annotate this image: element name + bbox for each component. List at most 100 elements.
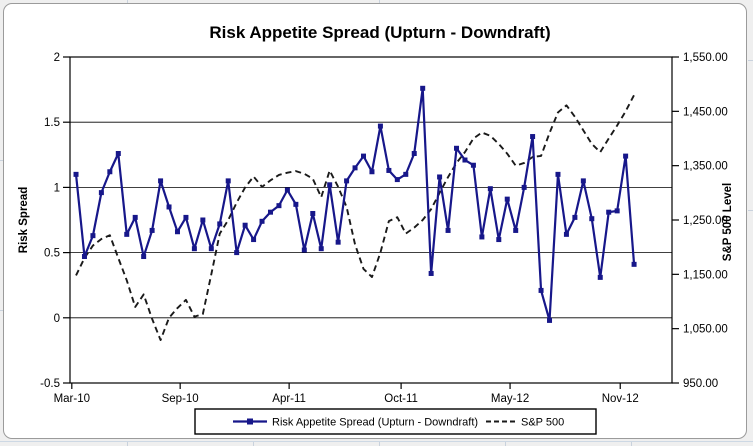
- risk-spread-marker: [115, 150, 121, 156]
- right-axis-title: S&P 500 Level: [722, 183, 734, 261]
- x-tick-label: Sep-10: [162, 393, 199, 405]
- risk-spread-marker: [361, 153, 367, 159]
- x-tick-label: Apr-11: [272, 393, 306, 405]
- y-left-tick-label: 2: [54, 52, 60, 64]
- risk-spread-marker: [217, 221, 223, 227]
- risk-spread-marker: [81, 254, 87, 260]
- risk-spread-marker: [310, 210, 316, 216]
- risk-spread-marker: [158, 178, 164, 184]
- risk-spread-marker: [420, 85, 426, 91]
- y-left-tick-label: 0: [54, 313, 60, 325]
- risk-spread-marker: [606, 209, 612, 215]
- risk-spread-marker: [141, 254, 147, 260]
- risk-spread-marker: [234, 250, 240, 256]
- legend: Risk Appetite Spread (Upturn - Downdraft…: [194, 408, 597, 435]
- x-tick-label: Oct-11: [384, 393, 418, 405]
- y-left-tick-label: 1.5: [44, 117, 60, 129]
- risk-spread-marker: [267, 209, 273, 215]
- risk-spread-marker: [513, 227, 519, 233]
- risk-spread-marker: [479, 234, 485, 240]
- risk-spread-marker: [555, 171, 561, 177]
- risk-spread-marker: [462, 157, 468, 163]
- sheet-cell-gridline: [748, 60, 753, 61]
- sp500-series-line: [75, 94, 635, 342]
- risk-spread-marker: [166, 204, 172, 210]
- risk-spread-marker: [132, 214, 138, 220]
- risk-spread-marker: [403, 171, 409, 177]
- risk-spread-marker: [589, 216, 595, 222]
- plot-border: [69, 56, 673, 384]
- risk-spread-marker: [335, 239, 341, 245]
- risk-spread-marker: [225, 178, 231, 184]
- chart-area: [3, 3, 747, 439]
- y-left-tick-label: -0.5: [40, 378, 60, 390]
- risk-spread-marker: [530, 134, 536, 140]
- risk-spread-marker: [73, 171, 79, 177]
- left-axis-title: Risk Spread: [18, 187, 30, 253]
- risk-spread-marker: [445, 227, 451, 233]
- risk-spread-marker: [614, 208, 620, 214]
- y-right-tick-label: 1,550.00: [683, 52, 728, 64]
- risk-spread-marker: [191, 246, 197, 252]
- risk-spread-marker: [623, 153, 629, 159]
- risk-spread-marker: [284, 187, 290, 193]
- risk-spread-marker: [580, 178, 586, 184]
- sheet-cell-gridline: [127, 442, 128, 446]
- risk-spread-marker: [344, 178, 350, 184]
- risk-spread-marker: [318, 246, 324, 252]
- risk-spread-marker: [377, 123, 383, 129]
- risk-spread-marker: [276, 203, 282, 209]
- risk-spread-marker: [386, 167, 392, 173]
- risk-spread-marker: [369, 169, 375, 175]
- sheet-cell-gridline: [505, 442, 506, 446]
- y-right-tick-label: 950.00: [683, 378, 718, 390]
- risk-spread-marker: [521, 184, 527, 190]
- risk-spread-marker: [454, 145, 460, 151]
- risk-spread-marker: [242, 222, 248, 228]
- risk-spread-marker: [428, 270, 434, 276]
- sheet-cell-gridline: [379, 442, 380, 446]
- risk-spread-marker: [208, 246, 214, 252]
- risk-spread-marker: [631, 261, 637, 267]
- risk-spread-marker: [470, 162, 476, 168]
- risk-spread-marker: [259, 218, 265, 224]
- risk-spread-marker: [98, 190, 104, 196]
- sheet-cell-gridline: [0, 160, 3, 161]
- risk-spread-marker: [352, 165, 358, 171]
- risk-spread-marker: [90, 233, 96, 239]
- legend-series2-label: S&P 500: [521, 417, 564, 429]
- sheet-cell-gridline: [631, 442, 632, 446]
- risk-spread-marker: [327, 182, 333, 188]
- y-right-tick-label: 1,250.00: [683, 215, 728, 227]
- risk-spread-marker: [394, 177, 400, 183]
- risk-spread-marker: [149, 227, 155, 233]
- chart-title: Risk Appetite Spread (Upturn - Downdraft…: [209, 23, 550, 42]
- y-left-tick-label: 1: [54, 182, 60, 194]
- risk-spread-marker: [563, 231, 569, 237]
- risk-spread-marker: [597, 274, 603, 280]
- risk-spread-marker: [487, 186, 493, 192]
- legend-series1-label: Risk Appetite Spread (Upturn - Downdraft…: [272, 417, 478, 429]
- sheet-cell-gridline: [127, 0, 128, 3]
- risk-spread-marker: [124, 231, 130, 237]
- sheet-cell-gridline: [253, 442, 254, 446]
- sheet-cell-gridline: [0, 310, 3, 311]
- risk-spread-marker: [183, 214, 189, 220]
- sheet-cell-gridline: [379, 0, 380, 3]
- risk-spread-marker: [107, 169, 113, 175]
- risk-spread-marker: [496, 237, 502, 243]
- y-right-tick-label: 1,450.00: [683, 106, 728, 118]
- legend-series1-marker-sample: [247, 418, 253, 425]
- sheet-cell-gridline: [748, 210, 753, 211]
- y-right-tick-label: 1,050.00: [683, 324, 728, 336]
- risk-spread-marker: [547, 317, 553, 323]
- risk-spread-marker: [293, 201, 299, 207]
- risk-spread-marker: [301, 247, 307, 253]
- risk-spread-marker: [504, 196, 510, 202]
- risk-spread-marker: [174, 229, 180, 235]
- risk-spread-marker: [572, 214, 578, 220]
- plot-area: 2 1.5 1 0.5 0 -0.5 1,550.00 1,450.00 1,350.00 1,2…: [40, 52, 728, 405]
- risk-spread-series-line: [74, 87, 636, 322]
- risk-spread-marker: [437, 174, 443, 180]
